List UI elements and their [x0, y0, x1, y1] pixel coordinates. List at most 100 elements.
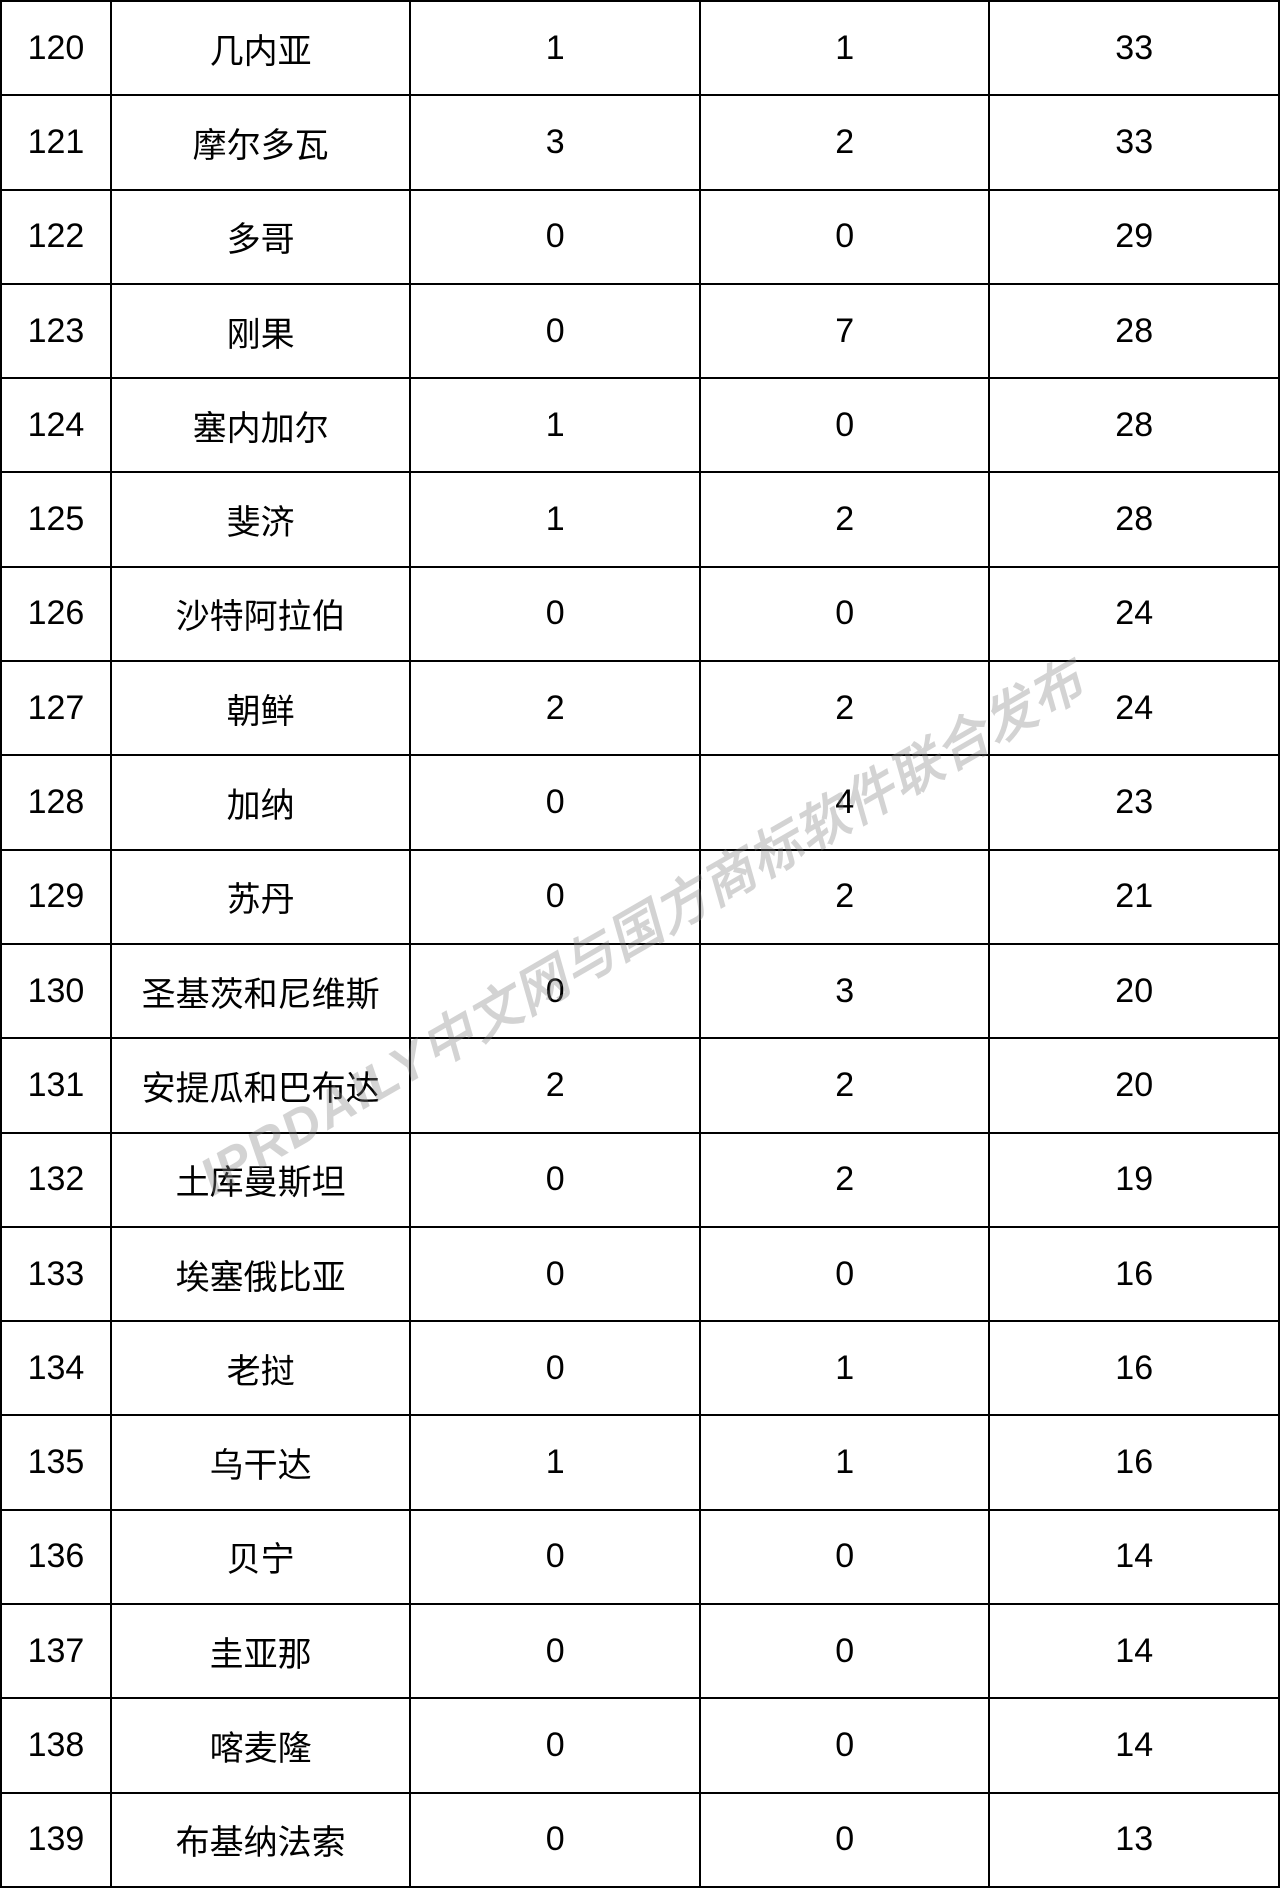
- cell-country: 多哥: [111, 190, 411, 284]
- cell-value-2: 2: [700, 661, 990, 755]
- table-row: 134 老挝 0 1 16: [1, 1321, 1279, 1415]
- cell-rank: 138: [1, 1698, 111, 1792]
- cell-rank: 123: [1, 284, 111, 378]
- table-row: 138 喀麦隆 0 0 14: [1, 1698, 1279, 1792]
- cell-value-1: 1: [410, 378, 700, 472]
- cell-rank: 128: [1, 755, 111, 849]
- cell-value-2: 2: [700, 850, 990, 944]
- cell-country: 土库曼斯坦: [111, 1133, 411, 1227]
- cell-value-3: 23: [989, 755, 1279, 849]
- cell-value-2: 1: [700, 1321, 990, 1415]
- table-row: 131 安提瓜和巴布达 2 2 20: [1, 1038, 1279, 1132]
- cell-value-3: 16: [989, 1321, 1279, 1415]
- cell-rank: 126: [1, 567, 111, 661]
- cell-value-1: 1: [410, 1, 700, 95]
- cell-value-1: 0: [410, 850, 700, 944]
- cell-value-1: 1: [410, 472, 700, 566]
- cell-value-1: 0: [410, 284, 700, 378]
- table-row: 130 圣基茨和尼维斯 0 3 20: [1, 944, 1279, 1038]
- cell-country: 加纳: [111, 755, 411, 849]
- table-row: 137 圭亚那 0 0 14: [1, 1604, 1279, 1698]
- cell-value-2: 0: [700, 1698, 990, 1792]
- table-row: 121 摩尔多瓦 3 2 33: [1, 95, 1279, 189]
- cell-country: 沙特阿拉伯: [111, 567, 411, 661]
- cell-value-3: 19: [989, 1133, 1279, 1227]
- cell-value-3: 28: [989, 472, 1279, 566]
- cell-value-1: 2: [410, 1038, 700, 1132]
- cell-value-2: 3: [700, 944, 990, 1038]
- cell-value-3: 33: [989, 95, 1279, 189]
- cell-country: 圣基茨和尼维斯: [111, 944, 411, 1038]
- cell-value-3: 33: [989, 1, 1279, 95]
- table-row: 126 沙特阿拉伯 0 0 24: [1, 567, 1279, 661]
- cell-rank: 127: [1, 661, 111, 755]
- cell-rank: 125: [1, 472, 111, 566]
- cell-value-2: 0: [700, 378, 990, 472]
- cell-rank: 120: [1, 1, 111, 95]
- table-row: 120 几内亚 1 1 33: [1, 1, 1279, 95]
- cell-country: 塞内加尔: [111, 378, 411, 472]
- cell-value-1: 0: [410, 944, 700, 1038]
- cell-value-2: 1: [700, 1, 990, 95]
- cell-value-2: 0: [700, 190, 990, 284]
- cell-value-2: 0: [700, 567, 990, 661]
- cell-country: 老挝: [111, 1321, 411, 1415]
- cell-value-3: 28: [989, 378, 1279, 472]
- cell-value-1: 0: [410, 1698, 700, 1792]
- table-row: 122 多哥 0 0 29: [1, 190, 1279, 284]
- data-table: 120 几内亚 1 1 33 121 摩尔多瓦 3 2 33 122 多哥 0 …: [0, 0, 1280, 1888]
- cell-value-3: 14: [989, 1604, 1279, 1698]
- cell-value-1: 0: [410, 1133, 700, 1227]
- cell-value-1: 0: [410, 1321, 700, 1415]
- cell-value-2: 2: [700, 1133, 990, 1227]
- cell-value-1: 1: [410, 1415, 700, 1509]
- table-row: 139 布基纳法索 0 0 13: [1, 1793, 1279, 1887]
- cell-rank: 130: [1, 944, 111, 1038]
- cell-value-1: 0: [410, 1227, 700, 1321]
- cell-value-3: 24: [989, 661, 1279, 755]
- cell-value-3: 13: [989, 1793, 1279, 1887]
- cell-value-2: 2: [700, 472, 990, 566]
- cell-value-2: 2: [700, 1038, 990, 1132]
- cell-rank: 137: [1, 1604, 111, 1698]
- cell-rank: 133: [1, 1227, 111, 1321]
- cell-value-3: 16: [989, 1415, 1279, 1509]
- cell-value-1: 0: [410, 1793, 700, 1887]
- cell-value-1: 0: [410, 1604, 700, 1698]
- table-row: 124 塞内加尔 1 0 28: [1, 378, 1279, 472]
- cell-country: 喀麦隆: [111, 1698, 411, 1792]
- table-row: 132 土库曼斯坦 0 2 19: [1, 1133, 1279, 1227]
- cell-country: 圭亚那: [111, 1604, 411, 1698]
- cell-country: 朝鲜: [111, 661, 411, 755]
- table-row: 133 埃塞俄比亚 0 0 16: [1, 1227, 1279, 1321]
- cell-country: 布基纳法索: [111, 1793, 411, 1887]
- cell-country: 刚果: [111, 284, 411, 378]
- cell-rank: 139: [1, 1793, 111, 1887]
- cell-value-3: 29: [989, 190, 1279, 284]
- cell-value-2: 1: [700, 1415, 990, 1509]
- cell-value-1: 0: [410, 567, 700, 661]
- cell-country: 摩尔多瓦: [111, 95, 411, 189]
- cell-value-1: 2: [410, 661, 700, 755]
- cell-value-3: 20: [989, 944, 1279, 1038]
- cell-value-1: 0: [410, 1510, 700, 1604]
- cell-value-3: 16: [989, 1227, 1279, 1321]
- cell-country: 苏丹: [111, 850, 411, 944]
- table-body: 120 几内亚 1 1 33 121 摩尔多瓦 3 2 33 122 多哥 0 …: [1, 1, 1279, 1887]
- cell-rank: 134: [1, 1321, 111, 1415]
- cell-country: 埃塞俄比亚: [111, 1227, 411, 1321]
- table-row: 127 朝鲜 2 2 24: [1, 661, 1279, 755]
- cell-value-2: 0: [700, 1793, 990, 1887]
- cell-value-2: 0: [700, 1510, 990, 1604]
- cell-value-1: 0: [410, 190, 700, 284]
- table-row: 123 刚果 0 7 28: [1, 284, 1279, 378]
- cell-value-1: 0: [410, 755, 700, 849]
- cell-value-3: 21: [989, 850, 1279, 944]
- cell-value-3: 20: [989, 1038, 1279, 1132]
- cell-rank: 129: [1, 850, 111, 944]
- cell-country: 几内亚: [111, 1, 411, 95]
- cell-rank: 132: [1, 1133, 111, 1227]
- table-row: 136 贝宁 0 0 14: [1, 1510, 1279, 1604]
- cell-value-2: 2: [700, 95, 990, 189]
- cell-value-3: 28: [989, 284, 1279, 378]
